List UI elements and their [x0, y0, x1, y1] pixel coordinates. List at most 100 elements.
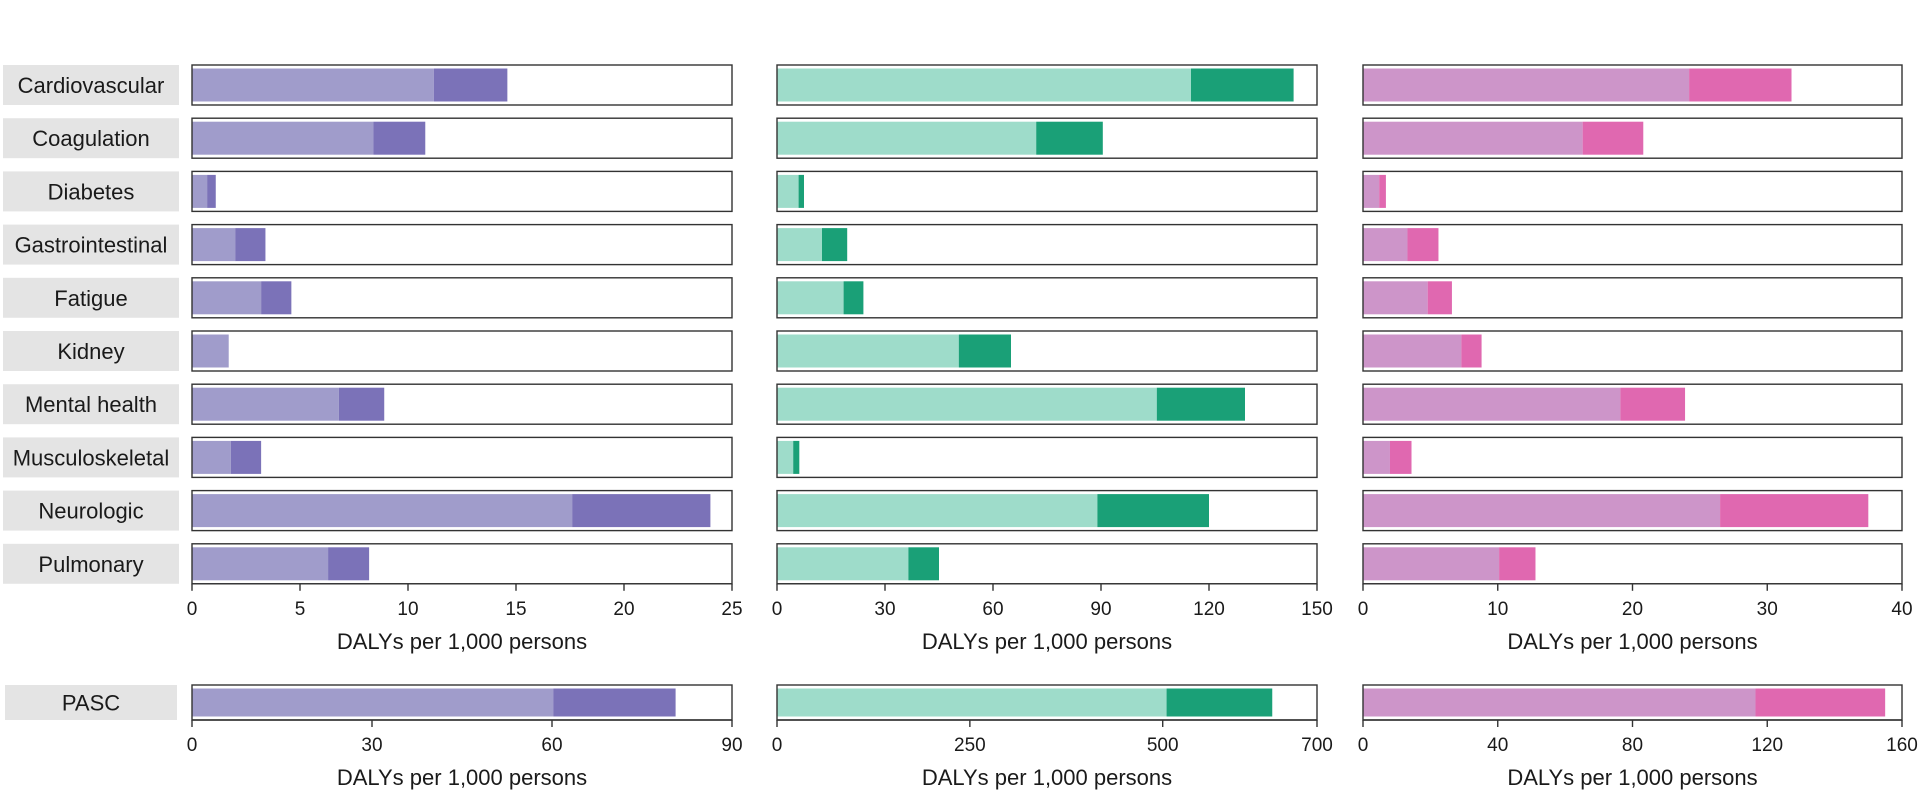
bar-row-diabetes	[1362, 170, 1903, 213]
category-label-text: Diabetes	[48, 179, 135, 204]
bar-row-fatigue	[776, 277, 1318, 319]
bar-row-gastrointestinal	[1362, 223, 1903, 266]
x-tick-label: 30	[1757, 599, 1778, 620]
bar-row-pasc	[776, 684, 1318, 721]
x-tick-label: 10	[397, 599, 418, 620]
bar-segment-dark	[1499, 547, 1536, 581]
bar-segment-dark	[1379, 174, 1386, 208]
bar-segment-light	[192, 387, 339, 421]
bar-row-neurologic	[1362, 489, 1903, 532]
x-tick-label: 0	[1358, 735, 1369, 756]
bar-frame	[776, 223, 1318, 266]
bar-frame	[191, 330, 733, 372]
category-label-text: Pulmonary	[38, 552, 143, 577]
bar-segment-light	[1363, 281, 1428, 315]
bar-segment-light	[1363, 494, 1721, 528]
bar-row-cardiovascular	[776, 64, 1318, 106]
category-label-box	[3, 118, 179, 159]
bar-segment-dark	[338, 387, 385, 421]
category-label-cardiovascular: Cardiovascular	[3, 65, 179, 105]
x-tick-label: 20	[1622, 599, 1643, 620]
x-axis-title: DALYs per 1,000 persons	[922, 629, 1172, 654]
bar-segment-dark	[1689, 68, 1792, 102]
bar-row-pulmonary	[191, 543, 733, 585]
bar-segment-light	[1363, 228, 1408, 262]
bar-segment-light	[192, 174, 208, 208]
bar-segment-light	[777, 688, 1167, 717]
category-label-text: Coagulation	[32, 126, 149, 151]
category-label-box	[5, 685, 177, 720]
bar-row-kidney	[1362, 330, 1903, 372]
bar-row-cardiovascular	[1362, 64, 1903, 106]
category-label-pasc: PASC	[5, 685, 177, 720]
category-label-pulmonary: Pulmonary	[3, 543, 179, 584]
bar-segment-light	[777, 174, 799, 208]
chart-panel-bottom-left: 0 30 60 90 DALYs per 1,000 persons	[187, 684, 743, 790]
bar-frame	[191, 117, 733, 159]
x-tick-label: 120	[1193, 599, 1225, 620]
bar-row-kidney	[776, 330, 1318, 372]
bar-row-musculoskeletal	[191, 436, 733, 479]
x-tick-label: 10	[1487, 599, 1508, 620]
x-tick-label: 20	[613, 599, 634, 620]
bar-segment-dark	[1389, 440, 1412, 474]
bar-frame	[191, 170, 733, 213]
bar-frame	[1362, 223, 1903, 266]
bar-segment-light	[192, 281, 262, 315]
category-label-box	[3, 543, 179, 584]
x-tick-label: 0	[772, 735, 783, 756]
x-tick-label: 90	[1090, 599, 1111, 620]
bar-segment-light	[192, 494, 573, 528]
bar-segment-light	[192, 688, 554, 717]
bar-segment-dark	[1036, 121, 1103, 155]
bar-frame	[191, 64, 733, 106]
bar-frame	[776, 436, 1318, 479]
bar-segment-light	[777, 68, 1191, 102]
x-tick-label: 60	[982, 599, 1003, 620]
bar-segment-dark	[1156, 387, 1245, 421]
bar-row-coagulation	[776, 117, 1318, 159]
category-label-text: Musculoskeletal	[13, 445, 170, 470]
bar-row-mental-health	[776, 383, 1318, 425]
category-label-box	[3, 171, 179, 212]
x-tick-label: 500	[1147, 735, 1179, 756]
chart-panel-top-right: 0 10 20 30 40 DALYs per 1,000 persons	[1358, 64, 1913, 654]
bar-row-diabetes	[776, 170, 1318, 213]
bar-segment-light	[1363, 440, 1390, 474]
bar-row-pulmonary	[1362, 543, 1903, 585]
bar-segment-dark	[230, 440, 262, 474]
bar-segment-dark	[798, 174, 804, 208]
bar-segment-light	[1363, 387, 1621, 421]
bar-segment-light	[777, 281, 844, 315]
bar-segment-light	[1363, 174, 1380, 208]
x-tick-label: 60	[541, 735, 562, 756]
category-label-text: Mental health	[25, 392, 157, 417]
bar-segment-dark	[572, 494, 711, 528]
chart-panel-bottom-right: 0 40 80 120 160 DALYs per 1,000 persons	[1358, 684, 1918, 790]
bar-row-cardiovascular	[191, 64, 733, 106]
x-axis-title: DALYs per 1,000 persons	[1507, 629, 1757, 654]
category-label-neurologic: Neurologic	[3, 490, 179, 531]
category-label-coagulation: Coagulation	[3, 118, 179, 159]
bar-row-neurologic	[776, 489, 1318, 532]
bar-frame	[776, 117, 1318, 159]
bar-frame	[191, 489, 733, 532]
category-label-text: Fatigue	[54, 286, 127, 311]
category-label-box	[3, 490, 179, 531]
bar-frame	[1362, 489, 1903, 532]
bar-frame	[1362, 330, 1903, 372]
x-tick-label: 700	[1301, 735, 1333, 756]
bar-row-mental-health	[191, 383, 733, 425]
bar-segment-light	[777, 387, 1157, 421]
category-label-text: Neurologic	[38, 499, 143, 524]
category-labels: Cardiovascular Coagulation Diabetes Gastroi…	[3, 65, 179, 720]
bar-frame	[1362, 117, 1903, 159]
bar-segment-dark	[235, 228, 266, 262]
x-tick-label: 250	[954, 735, 986, 756]
bar-frame	[1362, 170, 1903, 213]
chart-panel-top-left: 0 5 10 15 20 25 DALYs per 1,000 persons	[187, 64, 743, 654]
bar-frame	[191, 277, 733, 319]
bar-frame	[776, 64, 1318, 106]
x-tick-label: 80	[1622, 735, 1643, 756]
bar-segment-dark	[261, 281, 292, 315]
